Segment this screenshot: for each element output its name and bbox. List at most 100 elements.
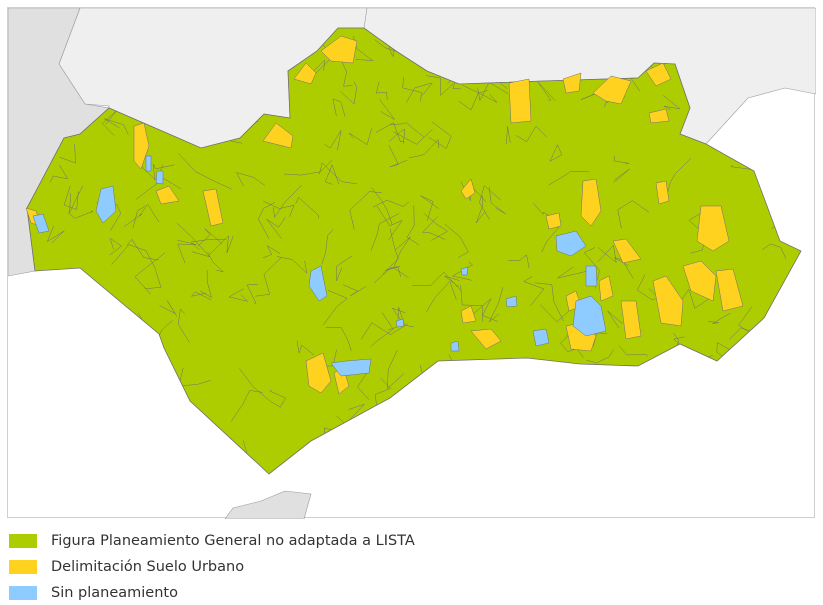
municipal-boundary — [434, 401, 473, 407]
municipal-boundary — [324, 164, 340, 185]
municipal-boundary — [618, 345, 649, 357]
municipal-boundary — [458, 90, 488, 111]
delimitacion-patch — [508, 78, 532, 124]
legend-swatch-yellow — [9, 560, 37, 574]
municipal-boundary — [104, 118, 129, 135]
municipal-boundary — [523, 276, 545, 306]
municipal-boundary — [370, 413, 387, 426]
municipal-boundary — [707, 312, 731, 324]
delimitacion-patch — [293, 62, 317, 85]
legend-item-delimitacion: Delimitación Suelo Urbano — [9, 558, 244, 576]
delimitacion-patch — [155, 185, 180, 205]
municipal-boundary — [425, 75, 454, 97]
municipal-boundary — [39, 429, 72, 446]
municipal-boundary — [387, 349, 405, 390]
municipal-boundary — [376, 206, 403, 241]
municipal-boundary — [94, 327, 115, 345]
municipal-boundary — [444, 223, 469, 259]
municipal-boundary — [460, 285, 483, 322]
municipal-boundary — [370, 312, 394, 347]
municipal-boundary — [420, 195, 439, 221]
municipal-boundary — [390, 122, 425, 138]
municipal-boundary — [744, 389, 778, 421]
municipal-boundary — [412, 271, 462, 292]
municipal-boundary — [93, 432, 120, 458]
municipal-boundary — [203, 443, 237, 464]
morocco-land — [224, 490, 312, 519]
municipal-boundary — [423, 212, 448, 241]
municipal-boundary — [199, 270, 212, 299]
municipal-boundary — [673, 436, 696, 452]
municipal-boundary — [583, 247, 600, 289]
municipal-boundary — [155, 437, 185, 452]
municipal-boundary — [540, 441, 554, 460]
municipal-boundary — [573, 373, 619, 397]
delimitacion-patch — [320, 35, 358, 64]
andalusia-map[interactable] — [8, 8, 816, 519]
municipal-boundary — [324, 130, 342, 151]
municipal-boundary — [178, 367, 211, 387]
municipal-boundary — [27, 284, 47, 326]
municipal-boundary — [649, 399, 673, 429]
municipal-boundary — [771, 214, 801, 230]
municipal-boundary — [228, 288, 249, 302]
municipal-boundary — [135, 178, 182, 200]
municipal-boundary — [262, 200, 295, 217]
andalusia-region[interactable] — [26, 27, 802, 475]
municipal-boundary — [549, 144, 563, 162]
planning-patches — [25, 35, 744, 395]
sin-planeamiento-patch — [395, 318, 405, 328]
municipal-boundary — [792, 330, 801, 348]
municipal-boundary — [284, 159, 333, 176]
municipal-boundary — [205, 436, 225, 458]
municipal-boundary — [178, 153, 232, 190]
municipal-boundary — [67, 210, 94, 219]
municipal-boundary — [612, 168, 631, 183]
municipal-boundary — [325, 326, 352, 351]
municipal-boundary — [444, 275, 460, 288]
sin-planeamiento-patch — [330, 358, 372, 377]
municipal-boundary — [506, 126, 511, 145]
sin-planeamiento-patch — [460, 266, 469, 276]
municipal-boundary — [126, 238, 159, 261]
municipal-boundary — [295, 196, 319, 219]
municipal-boundary — [653, 356, 672, 385]
delimitacion-patch — [612, 238, 642, 264]
municipal-boundary — [450, 462, 473, 474]
delimitacion-patch — [545, 212, 562, 230]
municipal-boundary — [147, 446, 163, 465]
municipal-boundary — [266, 217, 286, 239]
delimitacion-patch — [648, 108, 670, 124]
delimitacion-patch — [305, 352, 332, 394]
municipal-boundary — [586, 349, 614, 364]
municipal-boundary — [760, 151, 792, 176]
municipal-boundary — [360, 322, 408, 340]
municipal-boundary — [421, 216, 446, 240]
delimitacion-patch — [598, 275, 614, 302]
municipal-boundary — [101, 109, 118, 136]
municipal-boundary — [678, 288, 710, 309]
municipal-boundary — [375, 81, 388, 100]
municipal-boundary — [663, 95, 681, 110]
delimitacion-patch — [592, 75, 632, 105]
municipal-boundary — [488, 186, 506, 215]
municipal-boundary — [342, 284, 367, 297]
municipal-boundary — [258, 201, 276, 239]
municipal-boundary — [349, 191, 382, 230]
municipal-boundary — [676, 355, 714, 387]
municipal-boundary — [51, 348, 76, 376]
municipal-boundary — [613, 257, 634, 279]
municipal-boundary — [617, 200, 650, 229]
sin-planeamiento-patch — [32, 213, 50, 234]
map-panel[interactable] — [7, 7, 816, 519]
municipal-boundary — [176, 222, 211, 258]
legend-label: Delimitación Suelo Urbano — [51, 559, 245, 575]
delimitacion-patch — [715, 268, 744, 312]
municipal-boundary — [349, 128, 372, 146]
municipal-boundary — [372, 200, 410, 208]
municipal-boundary — [523, 450, 535, 469]
municipal-boundary — [357, 372, 370, 401]
municipal-boundary — [336, 403, 365, 425]
municipal-boundary — [653, 394, 685, 412]
municipal-boundary — [393, 236, 411, 267]
